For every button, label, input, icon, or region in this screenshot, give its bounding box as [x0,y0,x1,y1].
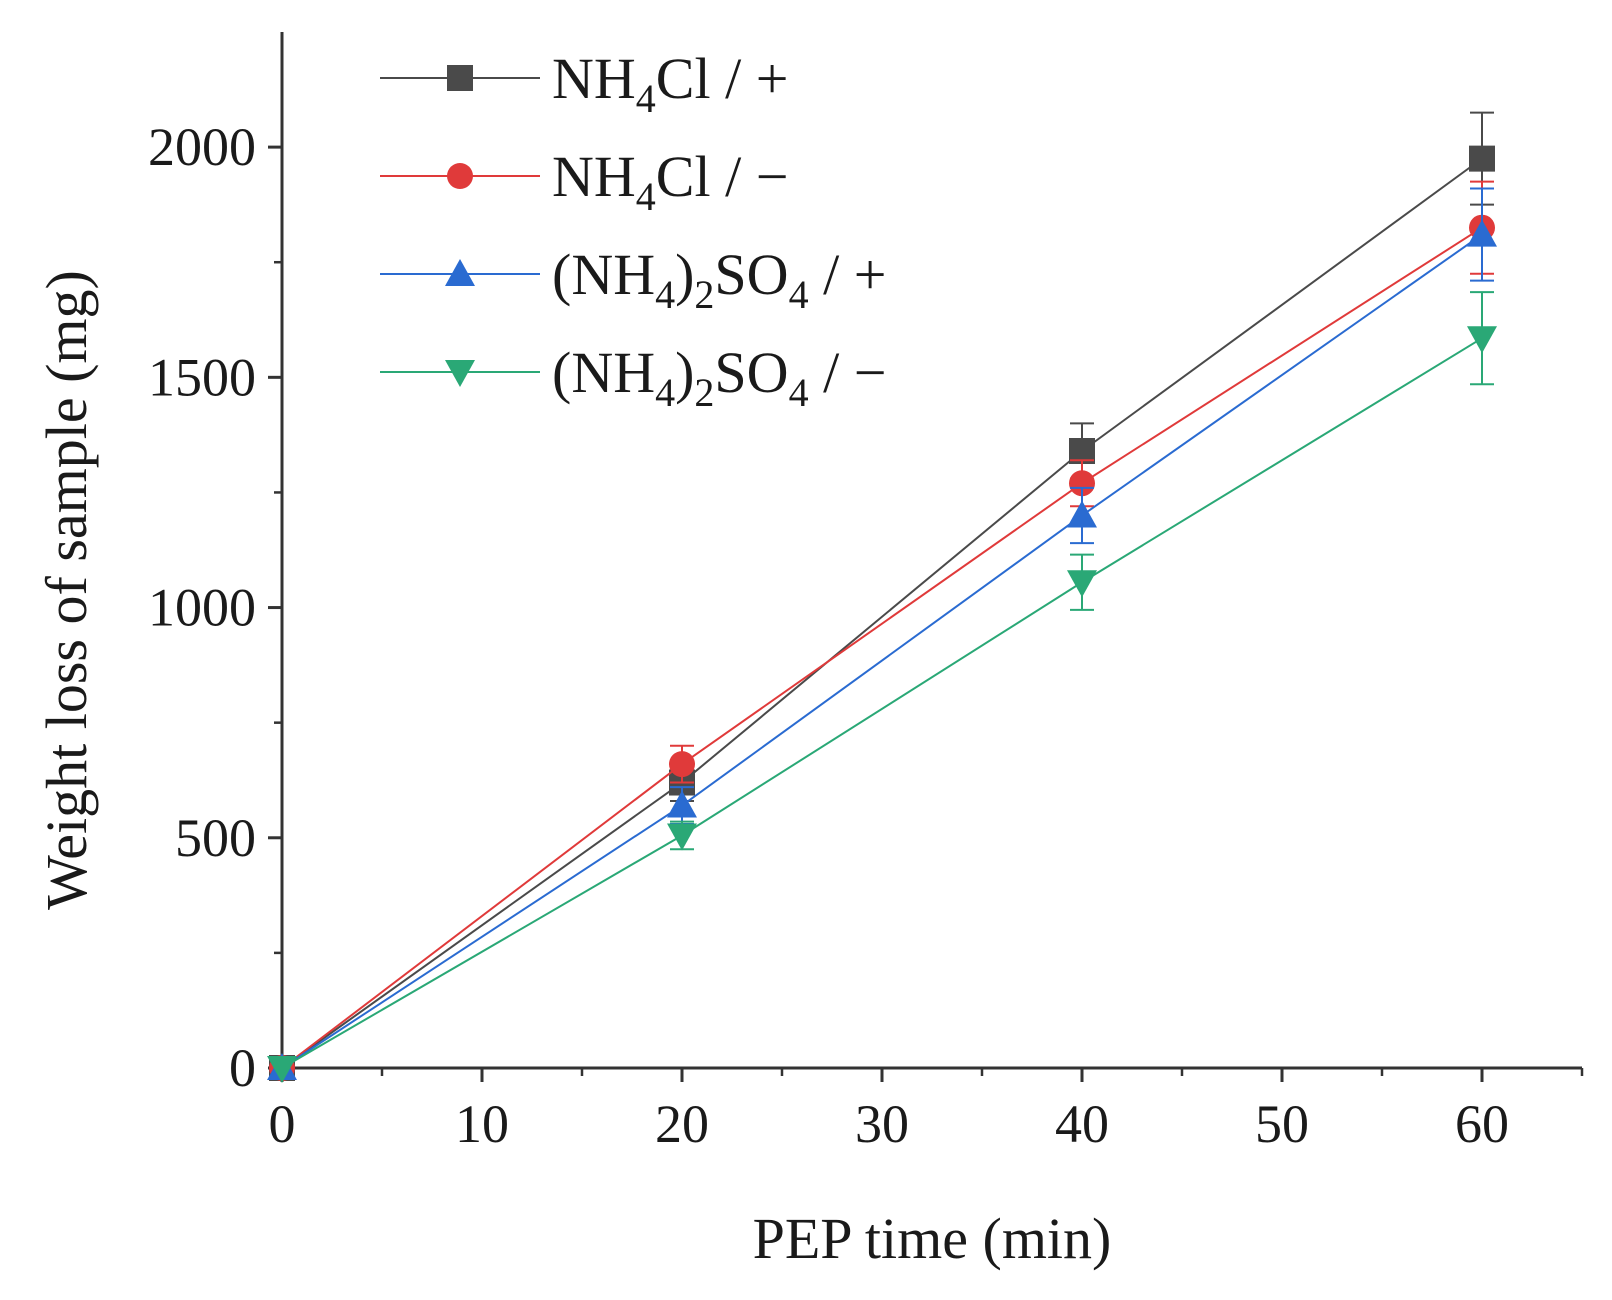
x-tick-label: 40 [1055,1094,1109,1154]
legend-subscript: 4 [655,370,675,415]
legend-subscript: 4 [789,370,809,415]
legend-text-part: NH [552,144,636,209]
legend-subscript: 4 [636,76,656,121]
legend-text-part: Cl / − [656,144,789,209]
x-tick-label: 30 [855,1094,909,1154]
legend-marker [445,259,475,286]
data-point [1067,570,1097,598]
series-layer [267,111,1497,1083]
data-point [1467,219,1497,247]
legend-text-part: / − [809,340,887,405]
y-tick-label: 1000 [148,578,256,638]
series-4 [267,291,1497,1083]
legend-label: (NH4)2SO4 / − [552,340,886,415]
x-tick-label: 60 [1455,1094,1509,1154]
x-tick-label: 10 [455,1094,509,1154]
legend-text-part: (NH [552,242,655,307]
legend-marker [447,163,473,189]
series-line [281,157,1483,1069]
axes: 0 10 20 30 40 50 60 0 500 1000 1500 2000 [148,32,1584,1154]
legend-text-part: SO [714,242,788,307]
x-tick-label: 0 [269,1094,296,1154]
series-line [281,226,1483,1069]
data-point [1067,500,1097,528]
legend-text-part: ) [675,242,694,307]
y-tick-label: 0 [229,1038,256,1098]
legend-subscript: 4 [636,174,656,219]
data-point [669,751,695,778]
data-point [1469,145,1495,172]
y-tick-label: 2000 [148,117,256,177]
legend: NH4Cl / +NH4Cl / −(NH4)2SO4 / +(NH4)2SO4… [380,46,886,415]
y-axis-title: Weight loss of sample (mg) [34,270,99,910]
legend-text-part: SO [714,340,788,405]
legend-label: NH4Cl / + [552,46,788,121]
series-line [281,337,1483,1069]
legend-item-2: NH4Cl / − [380,144,788,219]
legend-item-4: (NH4)2SO4 / − [380,340,886,415]
legend-marker [445,360,475,387]
x-tick-label: 20 [655,1094,709,1154]
data-point [667,790,697,818]
y-tick-label: 1500 [148,347,256,407]
data-point [267,1056,297,1083]
legend-text-part: / + [809,242,887,307]
y-tick-label: 500 [175,808,256,868]
legend-text-part: NH [552,46,636,111]
legend-subscript: 4 [789,272,809,317]
series-line [281,233,1483,1069]
legend-subscript: 2 [694,370,714,415]
legend-subscript: 2 [694,272,714,317]
legend-text-part: (NH [552,340,655,405]
legend-text-part: ) [675,340,694,405]
data-point [667,823,697,851]
legend-subscript: 4 [655,272,675,317]
legend-text-part: Cl / + [656,46,789,111]
legend-marker [447,65,473,91]
x-tick-label: 50 [1255,1094,1309,1154]
data-point [1467,326,1497,354]
legend-item-3: (NH4)2SO4 / + [380,242,886,317]
legend-label: (NH4)2SO4 / + [552,242,886,317]
x-axis-title: PEP time (min) [753,1206,1112,1271]
legend-label: NH4Cl / − [552,144,788,219]
legend-item-1: NH4Cl / + [380,46,788,121]
data-point [1069,470,1095,497]
